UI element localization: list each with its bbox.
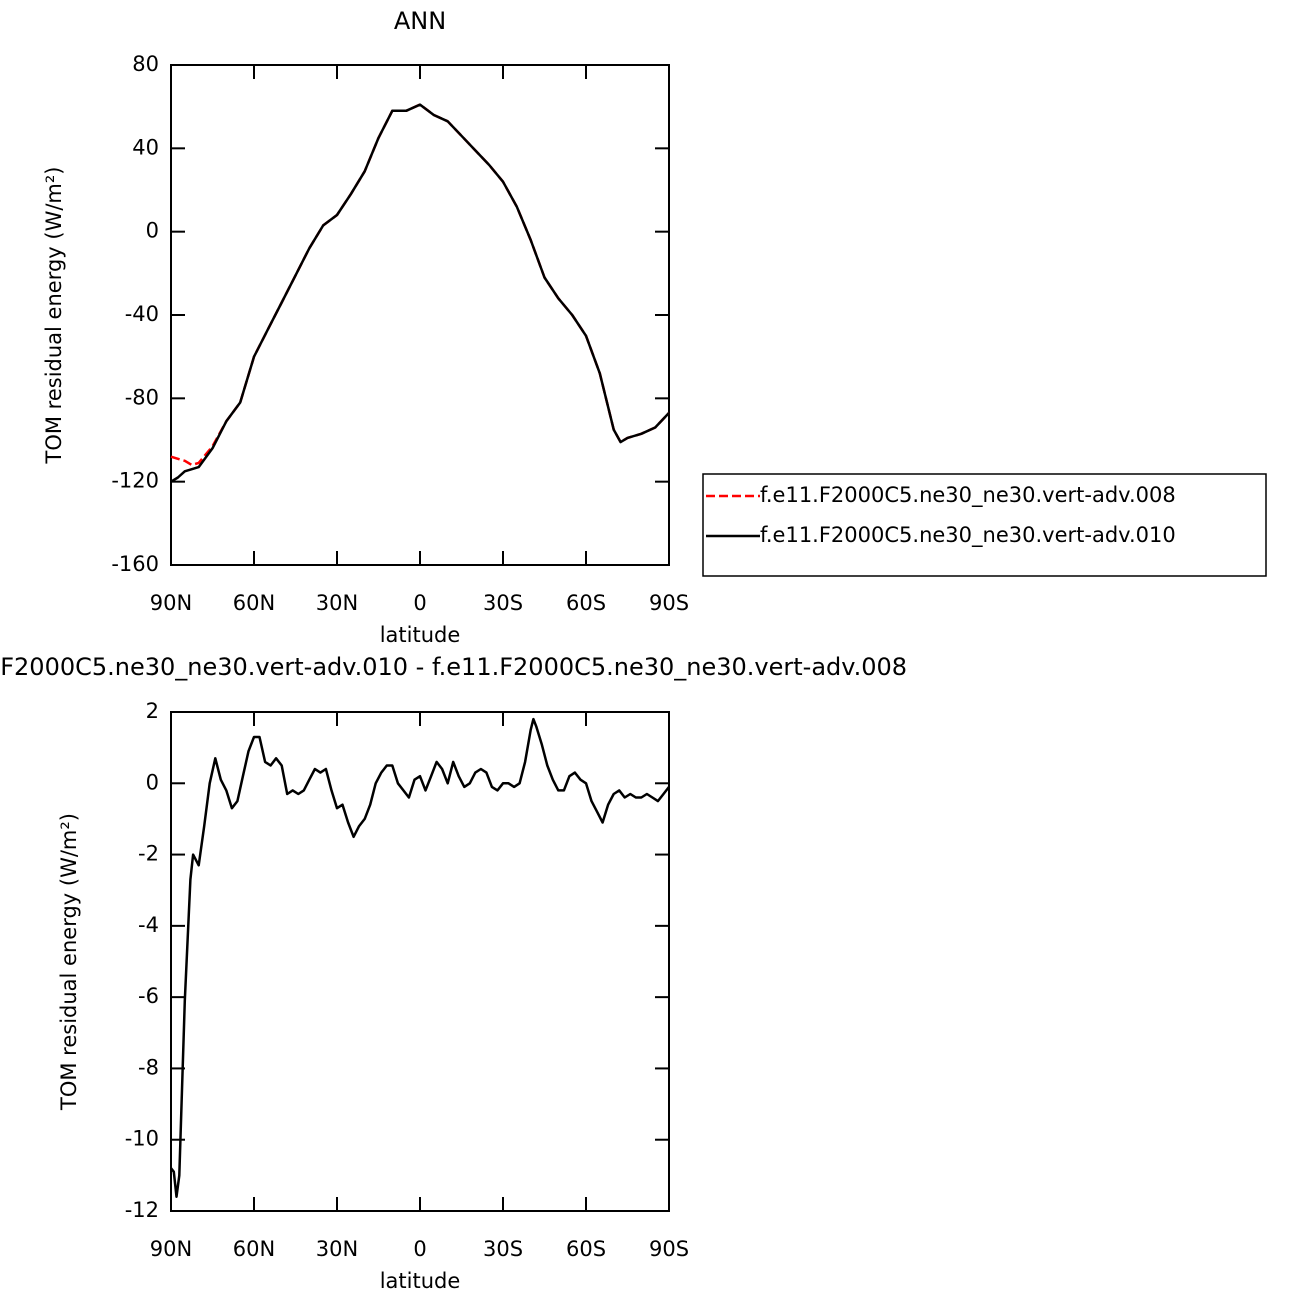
y-tick-label: -6: [138, 984, 159, 1008]
data-line: [170, 717, 670, 1198]
y-tick-label: 0: [146, 219, 159, 243]
x-tick-label: 30S: [483, 591, 523, 615]
chart-title: ANN: [394, 7, 446, 35]
x-tick-label: 90N: [150, 591, 192, 615]
x-axis-label: latitude: [380, 623, 461, 647]
y-axis-label: TOM residual energy (W/m²): [42, 167, 66, 465]
y-tick-label: -10: [125, 1127, 159, 1151]
data-line: [170, 103, 670, 467]
legend-label: f.e11.F2000C5.ne30_ne30.vert-adv.010: [760, 523, 1176, 548]
y-tick-label: -12: [125, 1198, 159, 1222]
y-tick-label: 80: [132, 52, 159, 76]
y-tick-label: -2: [138, 842, 159, 866]
x-tick-label: 0: [413, 1237, 426, 1261]
y-tick-label: -80: [125, 385, 159, 409]
legend-box: [702, 473, 1267, 577]
y-tick-label: -120: [111, 469, 159, 493]
x-tick-label: 30S: [483, 1237, 523, 1261]
y-tick-label: 2: [146, 699, 159, 723]
y-tick-label: 40: [132, 135, 159, 159]
y-axis-label: TOM residual energy (W/m²): [57, 813, 81, 1111]
chart-title: f.e11.F2000C5.ne30_ne30.vert-adv.010 - f…: [0, 653, 907, 681]
y-tick-label: -160: [111, 552, 159, 576]
y-tick-label: -4: [138, 913, 159, 937]
x-tick-label: 90S: [649, 1237, 689, 1261]
data-line: [170, 103, 670, 483]
y-tick-label: 0: [146, 770, 159, 794]
y-tick-label: -40: [125, 302, 159, 326]
x-tick-label: 60S: [566, 1237, 606, 1261]
plot-frame: [170, 64, 670, 566]
x-tick-label: 60N: [233, 1237, 275, 1261]
x-tick-label: 30N: [316, 591, 358, 615]
x-axis-label: latitude: [380, 1269, 461, 1293]
x-tick-label: 0: [413, 591, 426, 615]
y-tick-label: -8: [138, 1055, 159, 1079]
x-tick-label: 60S: [566, 591, 606, 615]
x-tick-label: 90N: [150, 1237, 192, 1261]
x-tick-label: 60N: [233, 591, 275, 615]
x-tick-label: 30N: [316, 1237, 358, 1261]
legend-label: f.e11.F2000C5.ne30_ne30.vert-adv.008: [760, 483, 1176, 508]
plot-frame: [170, 711, 670, 1212]
x-tick-label: 90S: [649, 591, 689, 615]
